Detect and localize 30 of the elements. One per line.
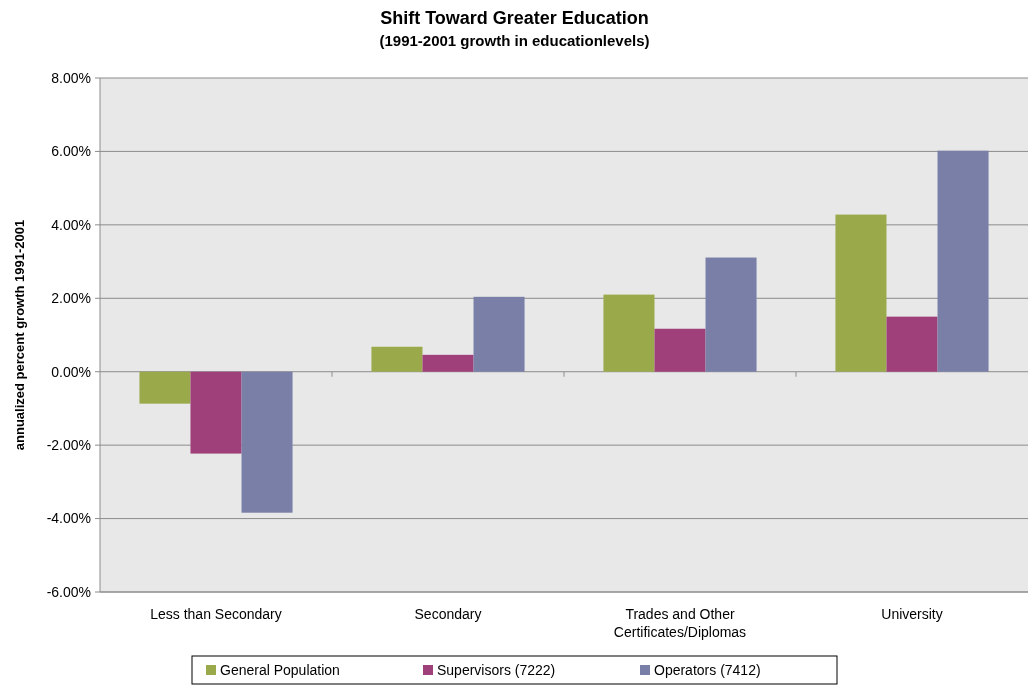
bar xyxy=(422,354,474,372)
bar xyxy=(139,371,191,404)
legend-label: Supervisors (7222) xyxy=(437,661,556,678)
y-tick-label: -2.00% xyxy=(46,437,91,454)
bar xyxy=(603,294,655,372)
legend-label: Operators (7412) xyxy=(654,661,761,678)
x-tick-label: Less than Secondary xyxy=(150,606,282,622)
y-axis-title: annualized percent growth 1991-2001 xyxy=(12,219,27,451)
y-tick-label: 0.00% xyxy=(51,363,91,380)
bar xyxy=(835,214,887,372)
y-tick-label: 6.00% xyxy=(51,143,91,160)
x-tick-label: Secondary xyxy=(414,606,482,622)
x-tick-label: Trades and Other Certificates/Diplomas xyxy=(613,606,747,640)
legend-label: General Population xyxy=(220,661,340,678)
y-tick-label: 2.00% xyxy=(51,290,91,307)
x-tick-label: University xyxy=(881,606,943,622)
bar xyxy=(190,371,242,454)
bar xyxy=(473,296,525,372)
bar xyxy=(654,328,706,372)
bar xyxy=(705,257,757,372)
bar xyxy=(241,371,293,513)
y-tick-label: 8.00% xyxy=(51,69,91,86)
bar xyxy=(371,346,423,372)
y-tick-label: 4.00% xyxy=(51,216,91,233)
bar xyxy=(886,316,938,372)
chart-subtitle: (1991-2001 growth in educationlevels) xyxy=(379,32,650,49)
chart-title: Shift Toward Greater Education xyxy=(380,8,649,28)
bar xyxy=(937,150,989,372)
y-tick-label: -4.00% xyxy=(46,510,91,527)
y-tick-label: -6.00% xyxy=(46,583,91,600)
